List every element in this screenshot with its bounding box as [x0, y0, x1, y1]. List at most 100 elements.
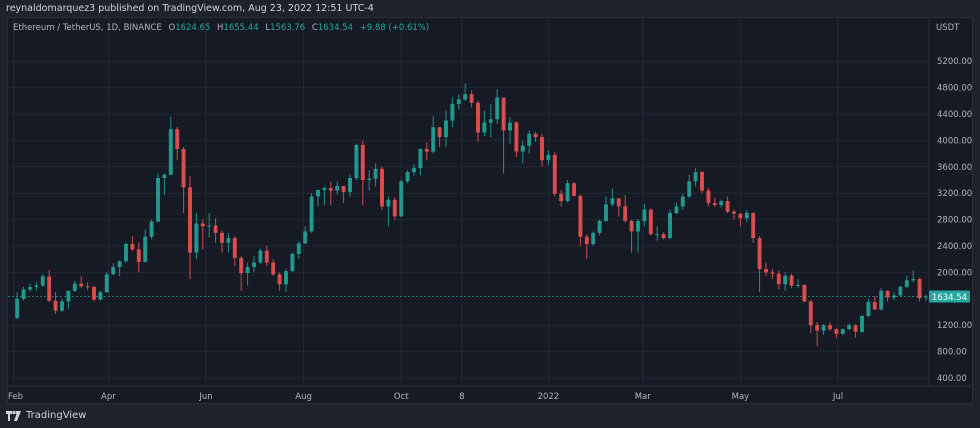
- candle-body: [136, 249, 141, 262]
- candle-body: [578, 195, 583, 237]
- candle-body: [495, 97, 500, 120]
- candle-body: [450, 104, 455, 121]
- candle-body: [872, 302, 877, 310]
- last-price-badge: [929, 290, 970, 303]
- time-tick-label: Apr: [101, 392, 116, 402]
- candle-body: [847, 325, 852, 330]
- price-tick-label: 4800.00: [937, 84, 972, 94]
- candle-body: [181, 148, 186, 188]
- candle-body: [226, 238, 231, 243]
- candle-body: [789, 275, 794, 286]
- time-tick-label: Aug: [295, 392, 312, 402]
- candle-body: [700, 172, 704, 191]
- candle-body: [53, 300, 58, 311]
- candle-body: [143, 236, 148, 262]
- candle-body: [373, 168, 378, 179]
- candle-body: [392, 199, 397, 217]
- candle-body: [437, 127, 442, 138]
- candle-body: [72, 283, 77, 291]
- time-tick-label: Mar: [635, 392, 652, 402]
- candle-body: [284, 271, 288, 285]
- candle-body: [616, 198, 621, 207]
- tradingview-logo-icon: [6, 410, 21, 421]
- candle-body: [552, 154, 557, 194]
- candle-body: [85, 286, 90, 288]
- candle-body: [527, 133, 532, 146]
- time-tick-label: Feb: [8, 392, 23, 402]
- candle-body: [360, 145, 365, 180]
- candle-body: [732, 211, 736, 214]
- candle-body: [642, 209, 647, 221]
- candle-body: [386, 199, 391, 207]
- candle-body: [693, 172, 698, 182]
- time-tick-label: May: [732, 392, 750, 402]
- candle-body: [290, 253, 295, 272]
- price-tick-label: 3600.00: [937, 163, 972, 173]
- candle-body: [399, 181, 404, 217]
- candle-body: [322, 187, 327, 190]
- candle-body: [60, 301, 64, 311]
- chart-panel[interactable]: [7, 17, 973, 404]
- candle-body: [380, 168, 384, 207]
- candle-body: [834, 329, 839, 334]
- candle-body: [444, 120, 448, 138]
- candle-body: [565, 183, 570, 202]
- candle-body: [725, 201, 730, 212]
- candle-body: [271, 262, 276, 275]
- candle-body: [28, 286, 32, 290]
- candle-body: [572, 183, 576, 196]
- candle-body: [783, 275, 788, 285]
- candle-body: [348, 178, 352, 192]
- footer: TradingView: [6, 410, 86, 421]
- candle-body: [744, 213, 749, 219]
- publisher-line: reynaldomarquez3 published on TradingVie…: [6, 3, 374, 14]
- candle-body: [258, 250, 263, 263]
- time-tick-label: 2022: [538, 392, 560, 402]
- candle-body: [194, 223, 199, 253]
- candle-body: [738, 213, 743, 219]
- price-tick-label: 3200.00: [937, 189, 972, 199]
- price-tick-label: 400.00: [937, 374, 967, 384]
- candle-body: [200, 223, 205, 227]
- high-label: H: [217, 23, 224, 33]
- candle-body: [866, 302, 871, 316]
- candle-body: [220, 232, 224, 243]
- candle-body: [904, 280, 909, 287]
- price-tick-label: 5200.00: [937, 57, 972, 67]
- candle-body: [239, 257, 244, 274]
- candle-body: [584, 236, 589, 245]
- candle-body: [636, 220, 640, 232]
- price-tick-label: 800.00: [937, 348, 967, 358]
- candle-body: [316, 189, 320, 197]
- candle-body: [623, 206, 628, 221]
- candle-body: [303, 231, 308, 244]
- candle-body: [424, 148, 429, 152]
- candle-body: [661, 234, 666, 239]
- candle-body: [405, 172, 410, 182]
- candle-body: [757, 238, 762, 270]
- open-label: O: [168, 23, 176, 33]
- candle-body: [367, 178, 372, 180]
- footer-brand[interactable]: TradingView: [26, 410, 87, 421]
- candle-body: [335, 185, 340, 191]
- candle-body: [879, 290, 884, 310]
- candle-body: [719, 201, 724, 206]
- candle-body: [796, 284, 800, 286]
- candle-body: [431, 127, 436, 152]
- candle-body: [514, 122, 519, 152]
- candle-body: [668, 213, 672, 239]
- candle-body: [821, 325, 826, 331]
- candle-body: [309, 196, 314, 232]
- candle-body: [341, 185, 346, 192]
- candle-body: [828, 325, 832, 330]
- candle-body: [213, 225, 218, 233]
- price-axis-unit: USDT: [936, 23, 960, 33]
- candle-body: [245, 267, 250, 274]
- candle-body: [546, 154, 551, 161]
- candle-body: [591, 232, 596, 245]
- candle-body: [463, 94, 468, 100]
- candle-body: [232, 238, 237, 258]
- price-tick-label: 4400.00: [937, 110, 972, 120]
- symbol-title[interactable]: Ethereum / TetherUS, 1D, BINANCE: [13, 23, 162, 33]
